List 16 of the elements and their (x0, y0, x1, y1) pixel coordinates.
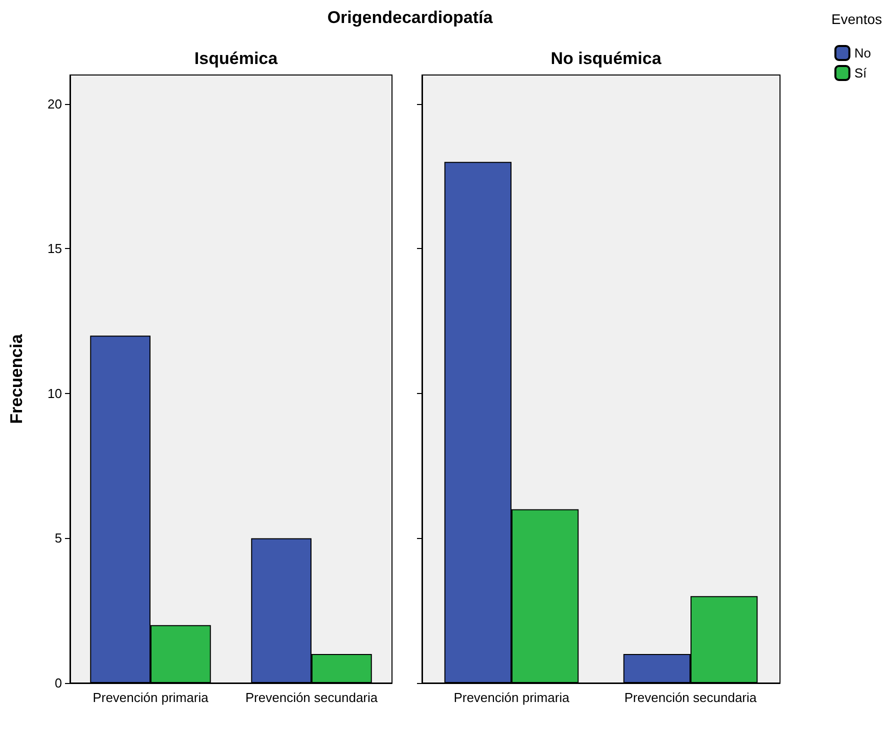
y-tick-label: 5 (54, 530, 62, 546)
x-tick-label: Prevención secundaria (245, 690, 378, 705)
y-axis-title: Frecuencia (7, 334, 26, 424)
x-tick-label: Prevención primaria (454, 690, 570, 705)
legend-label: No (854, 46, 872, 60)
x-tick-label: Prevención primaria (92, 690, 210, 705)
y-tick-label: 10 (48, 386, 62, 401)
y-tick-label: 20 (48, 96, 62, 112)
legend-label: Sí (854, 66, 868, 80)
legend-title: Eventos (831, 11, 882, 27)
x-tick-label: Prevención secundaria (624, 690, 758, 705)
text: Origendecardiopatía (327, 8, 493, 28)
chart-title: Isquémica (194, 49, 278, 68)
y-tick-label: 15 (48, 241, 62, 256)
y-tick-label: 0 (54, 676, 62, 690)
chart-title: No isquémica (550, 49, 662, 68)
